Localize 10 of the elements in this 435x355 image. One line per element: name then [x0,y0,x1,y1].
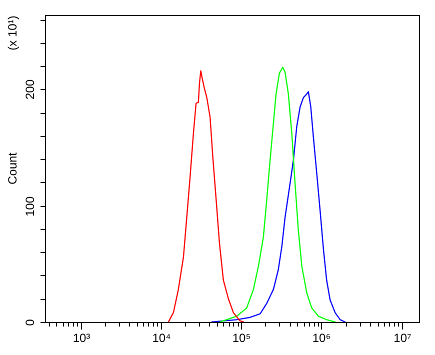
x-tick-label: 10³ [72,330,90,345]
y-tick-label: 0 [22,318,37,326]
x-tick-label: 10⁵ [232,330,251,345]
y-axis-title: Count [5,152,20,185]
y-tick-label: 100 [22,196,37,217]
x-tick-label: 10⁶ [312,330,331,345]
x-tick-label: 10⁷ [394,330,412,345]
x-tick-label: 10⁴ [152,330,171,345]
text: (x 10¹) [5,16,20,50]
y-tick-label: 200 [22,79,37,100]
